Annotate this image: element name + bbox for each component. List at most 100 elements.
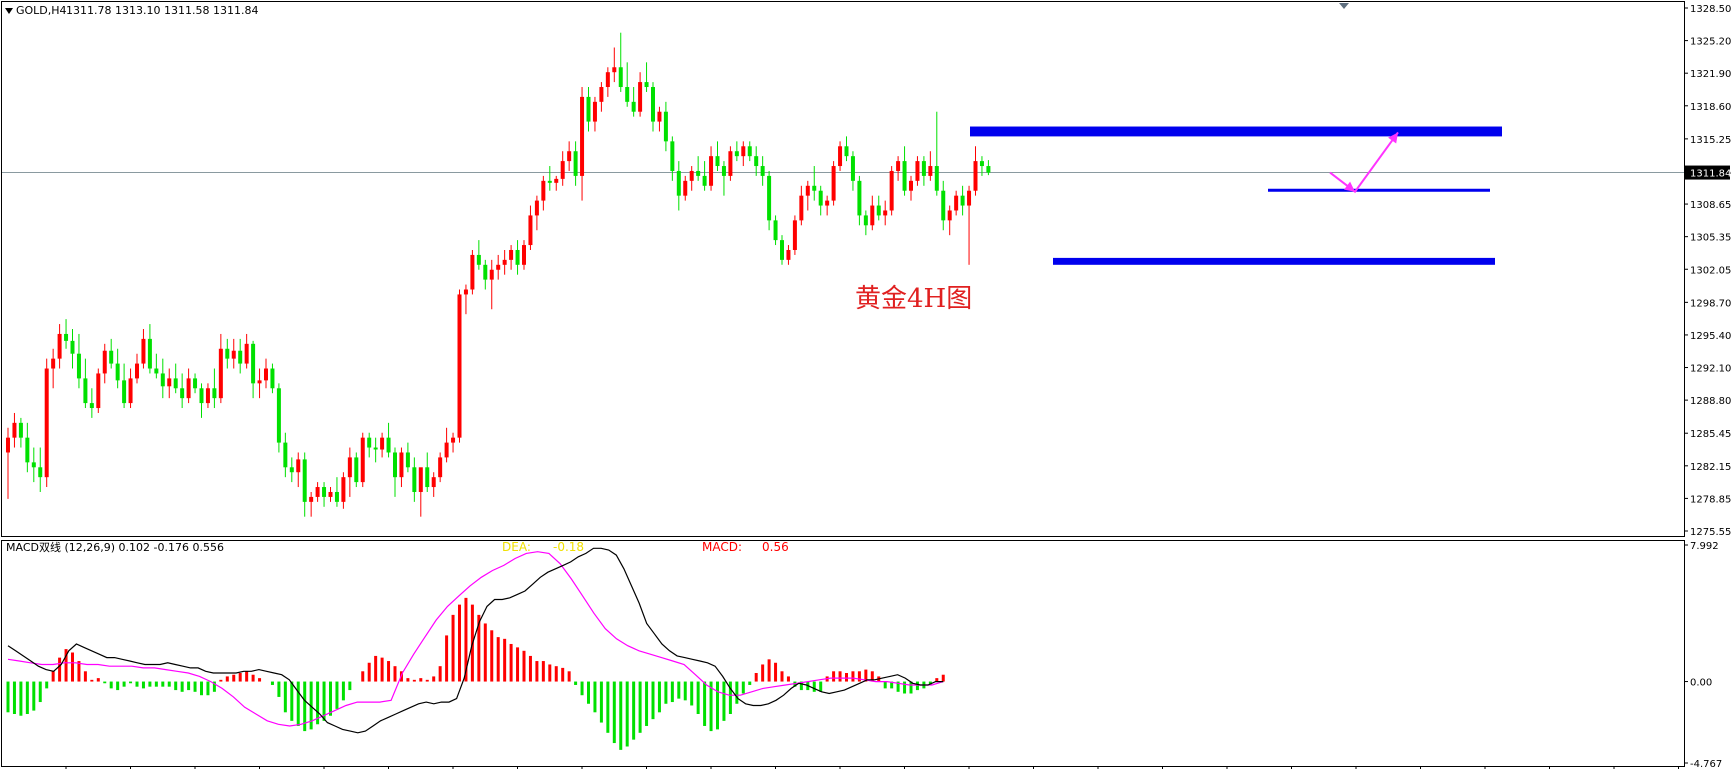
candle-body bbox=[238, 350, 243, 364]
symbol-label: GOLD,H4 bbox=[16, 4, 67, 17]
candle-body bbox=[218, 348, 223, 399]
candle-body bbox=[909, 180, 913, 191]
triangle-down-icon[interactable] bbox=[5, 8, 13, 14]
candle-body bbox=[805, 185, 810, 196]
candle-body bbox=[225, 348, 230, 359]
candle-body bbox=[850, 156, 855, 181]
price-axis-tick-label: 1305.35 bbox=[1690, 233, 1731, 244]
price-axis-tick-label: 1288.80 bbox=[1690, 396, 1731, 407]
projection-arrowhead-up bbox=[1388, 132, 1398, 144]
candle-body bbox=[51, 358, 56, 369]
macd-value: 0.56 bbox=[762, 540, 789, 554]
candle-body bbox=[31, 462, 36, 468]
candle-body bbox=[870, 205, 875, 226]
price-plot[interactable] bbox=[2, 32, 1684, 517]
candle-body bbox=[296, 459, 301, 473]
candle-body bbox=[12, 422, 17, 438]
candle-body bbox=[831, 166, 836, 201]
candle-body bbox=[38, 467, 43, 478]
candle-body bbox=[360, 437, 365, 483]
candle-body bbox=[354, 457, 359, 483]
candle-body bbox=[470, 254, 475, 290]
candle-body bbox=[341, 477, 346, 502]
candle-body bbox=[786, 249, 791, 260]
candle-body bbox=[76, 353, 81, 379]
candle-body bbox=[18, 422, 23, 438]
macd-panel-frame bbox=[1, 540, 1685, 767]
candle-body bbox=[954, 195, 959, 211]
candle-body bbox=[580, 96, 585, 176]
current-price-tag bbox=[1685, 165, 1730, 180]
candle-body bbox=[438, 457, 443, 478]
candle-body bbox=[528, 215, 533, 246]
shift-marker-icon[interactable] bbox=[1339, 3, 1349, 9]
price-axis-tick-label: 1321.90 bbox=[1690, 69, 1731, 80]
candle-body bbox=[715, 156, 720, 167]
candle-body bbox=[199, 388, 204, 404]
candle-body bbox=[651, 87, 655, 122]
candle-body bbox=[812, 185, 817, 191]
candle-body bbox=[625, 87, 630, 102]
candle-body bbox=[347, 457, 352, 478]
candle-body bbox=[638, 82, 643, 112]
candle-body bbox=[83, 378, 88, 404]
candle-body bbox=[115, 363, 120, 381]
macd-axis-tick-label: -4.767 bbox=[1690, 759, 1722, 769]
price-axis-tick-label: 1308.65 bbox=[1690, 200, 1731, 211]
resistance-zone-rect bbox=[970, 126, 1502, 137]
candle-body bbox=[276, 388, 281, 443]
candle-body bbox=[315, 487, 320, 497]
candle-body bbox=[244, 343, 249, 364]
candle-body bbox=[309, 496, 314, 502]
candle-body bbox=[431, 477, 436, 488]
candle-body bbox=[709, 156, 714, 186]
candle-body bbox=[122, 380, 127, 404]
candle-body bbox=[734, 151, 739, 157]
macd-axis: 7.992 0.00 -4.767 bbox=[1684, 541, 1722, 769]
candle-body bbox=[599, 87, 604, 102]
candle-body bbox=[89, 403, 94, 409]
candle-body bbox=[921, 161, 926, 176]
candle-body bbox=[863, 215, 868, 226]
candle-body bbox=[457, 294, 462, 438]
price-axis-tick-label: 1292.10 bbox=[1690, 364, 1731, 375]
dea-value: -0.18 bbox=[553, 540, 584, 554]
candle-body bbox=[386, 437, 391, 453]
candle-body bbox=[644, 82, 649, 88]
macd-axis-tick-label: 7.992 bbox=[1690, 541, 1719, 552]
candle-body bbox=[418, 467, 423, 492]
projection-arrowhead-down bbox=[1344, 181, 1355, 192]
macd-axis-tick-label: 0.00 bbox=[1690, 678, 1712, 689]
candle-body bbox=[373, 447, 378, 450]
candle-body bbox=[605, 72, 610, 88]
price-axis-tick-label: 1318.60 bbox=[1690, 102, 1731, 113]
macd-plot[interactable] bbox=[6, 547, 945, 750]
price-axis-tick-label: 1275.55 bbox=[1690, 527, 1731, 538]
candle-body bbox=[270, 368, 275, 389]
candle-body bbox=[257, 380, 262, 384]
candle-body bbox=[502, 259, 507, 265]
candle-body bbox=[154, 368, 159, 374]
price-axis-tick-label: 1302.05 bbox=[1690, 265, 1731, 276]
macd-main-line bbox=[7, 547, 944, 734]
support-zone-rect bbox=[1053, 257, 1495, 265]
price-axis-tick-label: 1278.85 bbox=[1690, 494, 1731, 505]
candle-body bbox=[567, 151, 572, 162]
candle-body bbox=[760, 166, 765, 176]
candle-body bbox=[302, 459, 307, 502]
candle-body bbox=[844, 146, 849, 157]
candle-body bbox=[747, 146, 752, 157]
price-axis: 1328.50 1325.20 1321.90 1318.60 1315.25 1311.… bbox=[1684, 4, 1731, 538]
candle-body bbox=[986, 166, 991, 173]
candle-body bbox=[70, 340, 75, 354]
candle-body bbox=[489, 269, 494, 280]
candle-body bbox=[515, 249, 520, 265]
candle-body bbox=[612, 67, 617, 73]
candle-body bbox=[186, 378, 191, 399]
candle-body bbox=[322, 487, 327, 497]
ohlc-values: 1311.78 1313.10 1311.58 1311.84 bbox=[66, 4, 258, 17]
candle-body bbox=[141, 338, 146, 364]
candle-body bbox=[135, 363, 139, 379]
candle-body bbox=[689, 170, 694, 181]
